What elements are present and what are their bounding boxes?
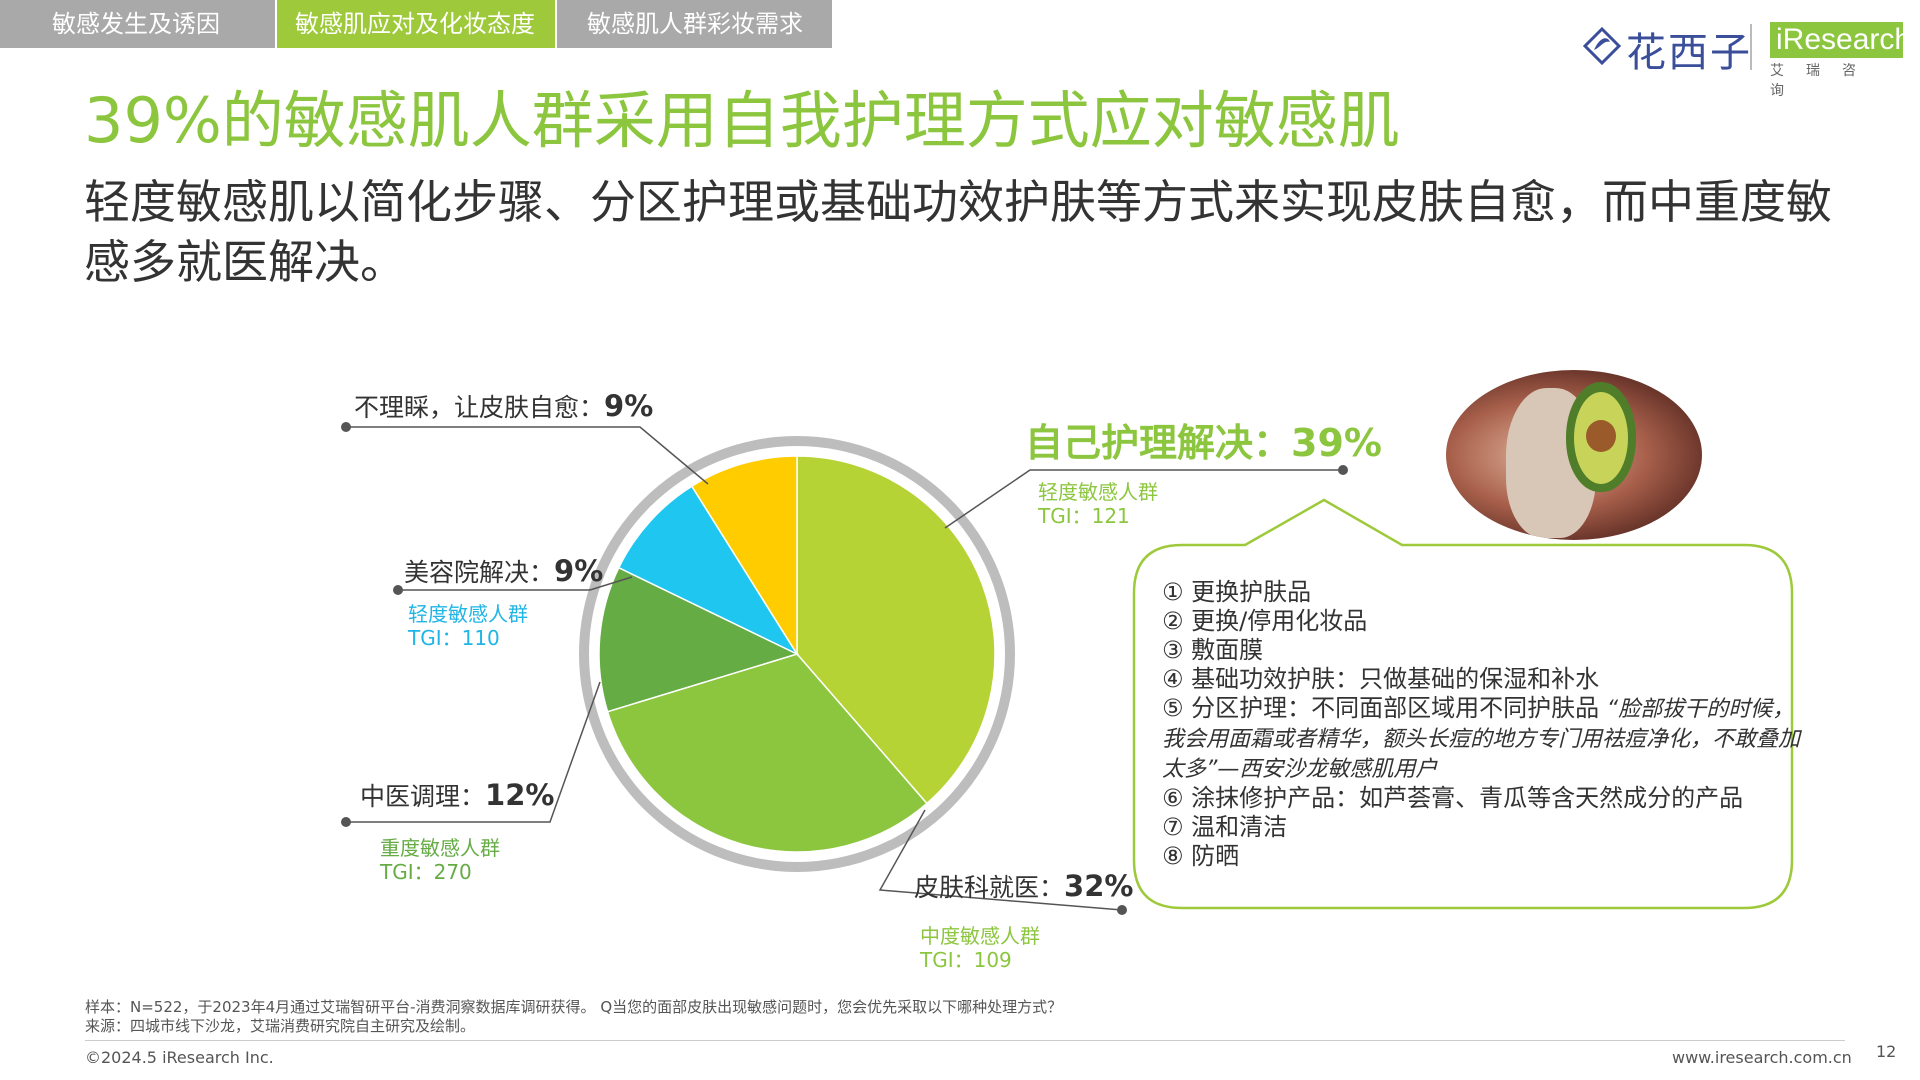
footnote-source: 来源：四城市线下沙龙，艾瑞消费研究院自主研究及绘制。 <box>85 1017 476 1035</box>
leader-line-self-care <box>944 469 1343 529</box>
label-self-care-value: 39% <box>1291 421 1382 465</box>
tab-sensitivity-causes[interactable]: 敏感发生及诱因 <box>0 0 275 48</box>
list-item-number: ⑧ <box>1162 842 1184 870</box>
list-item: ⑤ 分区护理：不同面部区域用不同护肤品 “脸部拔干的时候，我会用面霜或者精华，额… <box>1162 694 1802 784</box>
list-item-number: ① <box>1162 578 1184 606</box>
footer-divider <box>85 1040 1845 1041</box>
leader-line-ignore <box>346 426 709 485</box>
tgi-dermatology-segment: 中度敏感人群 <box>920 924 1040 948</box>
pie-slice-dermatology <box>606 653 928 853</box>
tgi-dermatology: 中度敏感人群 TGI：109 <box>920 924 1040 972</box>
list-item-number: ④ <box>1162 665 1184 693</box>
pie-slice-self-care <box>796 455 996 805</box>
avocado-mask-photo <box>1446 370 1702 540</box>
list-item-text: 更换/停用化妆品 <box>1191 607 1368 635</box>
label-self-care-text: 自己护理解决： <box>1025 421 1292 465</box>
tgi-self-care: 轻度敏感人群 TGI：121 <box>1038 480 1158 528</box>
list-item-number: ② <box>1162 607 1184 635</box>
self-care-callout-box <box>1132 498 1794 910</box>
tgi-beauty-salon: 轻度敏感人群 TGI：110 <box>408 602 528 650</box>
list-item: ④ 基础功效护肤：只做基础的保湿和补水 <box>1162 665 1802 694</box>
label-self-care: 自己护理解决：39% <box>1025 412 1382 467</box>
copyright: ©2024.5 iResearch Inc. <box>85 1048 274 1067</box>
tgi-tcm: 重度敏感人群 TGI：270 <box>380 836 500 884</box>
page-subtitle: 轻度敏感肌以简化步骤、分区护理或基础功效护肤等方式来实现皮肤自愈，而中重度敏感多… <box>84 175 1832 289</box>
list-item-text: 温和清洁 <box>1191 813 1288 841</box>
list-item-number: ⑦ <box>1162 813 1184 841</box>
tgi-dermatology-value: TGI：109 <box>920 948 1012 972</box>
label-dermatology-value: 32% <box>1064 869 1134 903</box>
pie-slice-tcm <box>598 566 800 713</box>
label-tcm: 中医调理：12% <box>360 777 554 813</box>
page-title: 39%的敏感肌人群采用自我护理方式应对敏感肌 <box>84 84 1400 157</box>
list-item-text: 敷面膜 <box>1191 636 1264 664</box>
list-item-text: 更换护肤品 <box>1191 578 1312 606</box>
list-item: ① 更换护肤品 <box>1162 578 1802 607</box>
website-url[interactable]: www.iresearch.com.cn <box>1672 1048 1852 1067</box>
leader-line-tcm <box>346 681 601 823</box>
pie-slice-ignore <box>690 455 798 657</box>
footnote-sample: 样本：N=522，于2023年4月通过艾瑞智研平台-消费洞察数据库调研获得。 Q… <box>85 998 1063 1016</box>
footnote: 样本：N=522，于2023年4月通过艾瑞智研平台-消费洞察数据库调研获得。 Q… <box>85 998 1062 1036</box>
list-item: ⑦ 温和清洁 <box>1162 813 1802 842</box>
list-item-text: 基础功效护肤：只做基础的保湿和补水 <box>1191 665 1600 693</box>
tab-coping-attitude[interactable]: 敏感肌应对及化妆态度 <box>277 0 555 48</box>
label-ignore: 不理睬，让皮肤自愈：9% <box>354 388 653 424</box>
iresearch-logo: iResearch <box>1770 22 1911 58</box>
list-item-number: ⑤ <box>1162 694 1184 722</box>
label-tcm-text: 中医调理： <box>360 782 486 811</box>
label-ignore-text: 不理睬，让皮肤自愈： <box>354 393 605 422</box>
list-item-text: 涂抹修护产品：如芦荟膏、青瓜等含天然成分的产品 <box>1191 784 1744 812</box>
label-beauty-salon: 美容院解决：9% <box>404 553 603 589</box>
user-quote: “脸部拔干的时候，我会用面霜或者精华，额头长痘的地方专门用祛痘净化，不敢叠加太多… <box>1162 697 1801 782</box>
tgi-tcm-segment: 重度敏感人群 <box>380 836 500 860</box>
tgi-self-care-segment: 轻度敏感人群 <box>1038 480 1158 504</box>
tgi-self-care-value: TGI：121 <box>1038 504 1130 528</box>
brand-mark-icon <box>1582 26 1622 66</box>
brand-logo-text: 花西子 <box>1626 30 1752 76</box>
label-dermatology: 皮肤科就医：32% <box>914 868 1133 904</box>
list-item: ⑥ 涂抹修护产品：如芦荟膏、青瓜等含天然成分的产品 <box>1162 784 1802 813</box>
label-tcm-value: 12% <box>485 778 555 812</box>
leader-dot-ignore <box>341 422 351 432</box>
self-care-list: ① 更换护肤品 ② 更换/停用化妆品 ③ 敷面膜 ④ 基础功效护肤：只做基础的保… <box>1162 578 1802 871</box>
iresearch-logo-subtitle: 艾瑞咨询 <box>1770 63 1878 99</box>
list-item-number: ③ <box>1162 636 1184 664</box>
list-item: ⑧ 防晒 <box>1162 842 1802 871</box>
leader-dot-self-care <box>1338 465 1348 475</box>
label-beauty-salon-value: 9% <box>554 554 604 588</box>
logo-separator <box>1750 24 1752 70</box>
label-beauty-salon-text: 美容院解决： <box>404 558 555 587</box>
tgi-beauty-salon-value: TGI：110 <box>408 626 500 650</box>
tab-makeup-needs[interactable]: 敏感肌人群彩妆需求 <box>557 0 832 48</box>
page-number: 12 <box>1876 1042 1897 1061</box>
avocado-pit-shape <box>1586 420 1616 452</box>
leader-dot-tcm <box>341 817 351 827</box>
leader-line-dermatology <box>878 809 1123 911</box>
list-item-text: 防晒 <box>1191 842 1240 870</box>
list-item: ③ 敷面膜 <box>1162 636 1802 665</box>
list-item-number: ⑥ <box>1162 784 1184 812</box>
tgi-beauty-salon-segment: 轻度敏感人群 <box>408 602 528 626</box>
label-ignore-value: 9% <box>604 389 654 423</box>
label-dermatology-text: 皮肤科就医： <box>914 873 1065 902</box>
top-tabs: 敏感发生及诱因 敏感肌应对及化妆态度 敏感肌人群彩妆需求 <box>0 0 834 48</box>
logo: 花西子 iResearch 艾瑞咨询 <box>1580 18 1911 99</box>
tgi-tcm-value: TGI：270 <box>380 860 472 884</box>
leader-dot-dermatology <box>1117 905 1127 915</box>
leader-line-beauty-salon <box>398 576 633 591</box>
list-item-text: 分区护理：不同面部区域用不同护肤品 <box>1191 694 1600 722</box>
pie-slice-beauty-salon <box>617 485 800 656</box>
list-item: ② 更换/停用化妆品 <box>1162 607 1802 636</box>
leader-dot-beauty-salon <box>393 585 403 595</box>
